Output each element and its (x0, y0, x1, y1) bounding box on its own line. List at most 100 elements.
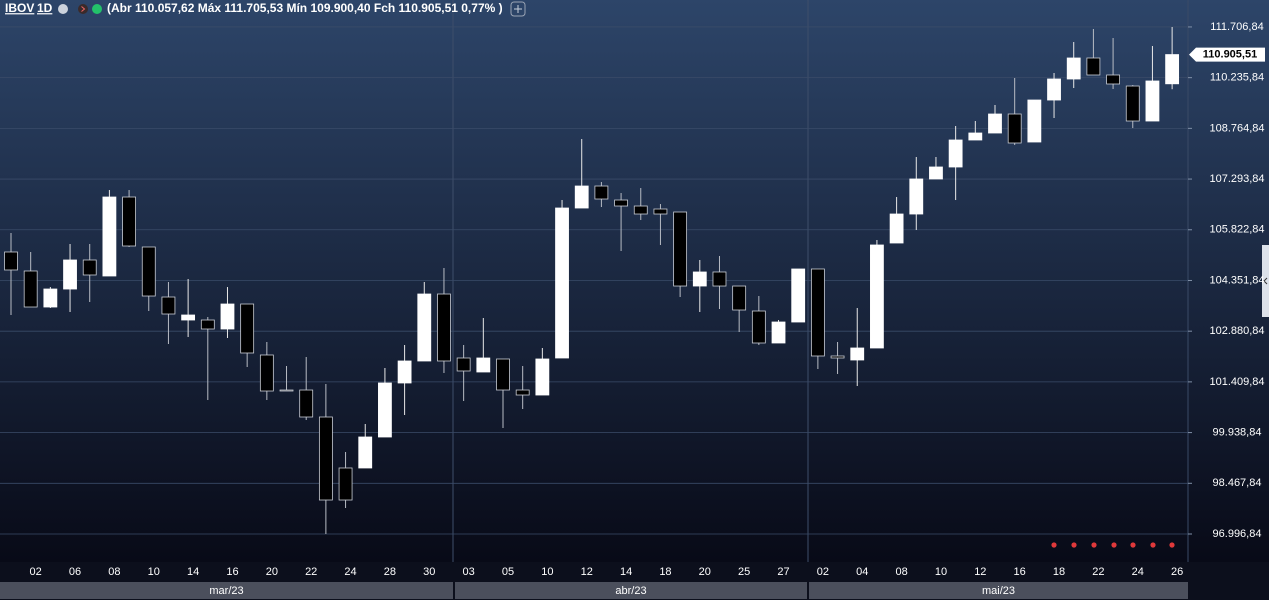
candle-body (181, 314, 196, 321)
candle-body (4, 251, 18, 271)
candle-body (594, 185, 609, 200)
y-tick-label: 102.880,84 (1209, 325, 1264, 337)
x-tick-label: 05 (502, 566, 514, 578)
candle-body (417, 293, 432, 362)
x-tick-label: 12 (974, 566, 986, 578)
expand-icon[interactable] (78, 4, 88, 14)
x-tick-label: 04 (856, 566, 868, 578)
x-tick-label: 28 (384, 566, 396, 578)
candle-body (771, 321, 786, 344)
candle-body (988, 113, 1002, 134)
x-tick-label: 14 (187, 566, 199, 578)
ohlc-summary: (Abr 110.057,62 Máx 111.705,53 Mín 109.9… (107, 1, 503, 15)
y-tick-label: 111.706,84 (1210, 21, 1263, 33)
candle-body (456, 357, 471, 372)
candle-body (633, 205, 648, 215)
add-icon (514, 5, 522, 13)
candle-body (240, 303, 255, 354)
candle-body (909, 178, 924, 215)
candle-body (378, 382, 392, 438)
candle-body (1165, 54, 1180, 85)
y-tick-label: 104.351,84 (1209, 274, 1264, 286)
candle-body (1066, 57, 1081, 80)
x-tick-label: 24 (344, 566, 356, 578)
candle-body (496, 358, 510, 391)
candle-body (870, 244, 884, 349)
candle-body (673, 211, 688, 287)
candle-body (43, 288, 58, 308)
x-tick-label: 24 (1132, 566, 1144, 578)
y-tick-label: 107.293,84 (1209, 173, 1264, 185)
candle-body (968, 132, 983, 141)
x-tick-label: 16 (226, 566, 238, 578)
x-tick-label: 03 (463, 566, 475, 578)
candle-body (889, 213, 904, 244)
signal-dot (1071, 542, 1077, 548)
candle-body (259, 354, 274, 392)
candle-body (1125, 85, 1140, 122)
x-tick-label: 02 (30, 566, 42, 578)
signal-dot (1150, 542, 1156, 548)
candle-body (358, 436, 373, 469)
month-label: mai/23 (982, 585, 1015, 597)
candle-body (397, 360, 412, 384)
candle-body (692, 271, 707, 287)
month-band (0, 582, 453, 599)
x-tick-label: 02 (817, 566, 829, 578)
candle-body (515, 389, 530, 396)
x-tick-label: 18 (659, 566, 671, 578)
candle-body (574, 185, 589, 209)
x-tick-label: 10 (935, 566, 947, 578)
candle-body (555, 207, 569, 359)
y-tick-label: 110.235,84 (1210, 72, 1264, 84)
last-price-marker (1189, 47, 1265, 62)
x-tick-label: 12 (581, 566, 593, 578)
candle-body (614, 199, 628, 207)
candles (4, 26, 1180, 534)
candle-body (102, 196, 117, 277)
candle-body (712, 271, 727, 287)
y-tick-label: 96.996,84 (1213, 528, 1262, 540)
candle-body (751, 310, 766, 344)
candle-body (1007, 113, 1022, 144)
y-tick-label: 99.938,84 (1213, 426, 1262, 438)
candle-body (1086, 57, 1101, 76)
x-tick-label: 26 (1171, 566, 1183, 578)
x-tick-label: 18 (1053, 566, 1065, 578)
add-button[interactable] (510, 1, 526, 17)
candle-body (830, 355, 845, 359)
expand-arrow (81, 6, 86, 12)
x-tick-label: 20 (266, 566, 278, 578)
candle-body (122, 196, 136, 247)
signal-dot (1169, 542, 1175, 548)
info-icon[interactable] (58, 4, 68, 14)
symbol[interactable]: IBOV (5, 1, 34, 15)
signal-dot (1111, 542, 1117, 548)
candle-body (437, 293, 451, 362)
x-tick-label: 27 (777, 566, 789, 578)
side-panel-arrow (1263, 277, 1268, 285)
candle-body (1047, 78, 1061, 101)
x-tick-label: 10 (148, 566, 160, 578)
signal-dot (1051, 542, 1057, 548)
month-label: mar/23 (209, 585, 243, 597)
candle-body (476, 357, 491, 373)
candle-body (161, 296, 176, 315)
x-tick-label: 14 (620, 566, 632, 578)
candle-body (220, 303, 235, 330)
x-tick-label: 22 (305, 566, 317, 578)
candle-body (850, 347, 865, 361)
month-band (455, 582, 807, 599)
signal-dot (1130, 542, 1136, 548)
x-tick-label: 25 (738, 566, 750, 578)
candle-body (653, 208, 668, 215)
candle-body (535, 358, 550, 396)
interval[interactable]: 1D (37, 1, 53, 15)
y-tick-label: 108.764,84 (1209, 122, 1264, 134)
candle-body (299, 389, 314, 418)
side-panel-toggle[interactable] (1262, 245, 1269, 317)
axes: 96.996,8498.467,8499.938,84101.409,84102… (0, 21, 1265, 599)
candle-body (63, 259, 77, 290)
